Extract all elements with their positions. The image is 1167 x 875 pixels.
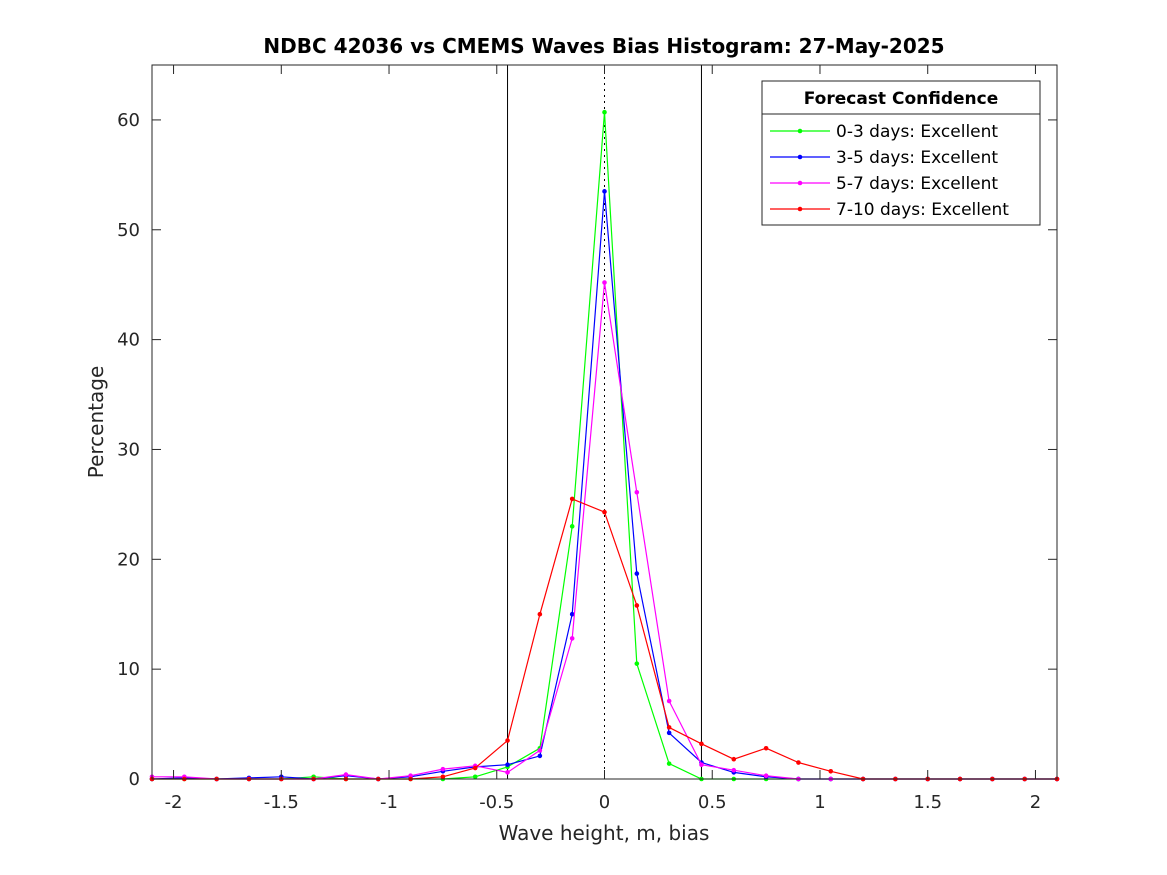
data-point [440,766,446,772]
data-point [634,603,640,608]
y-tick-label: 10 [117,659,140,680]
data-point [699,741,704,747]
x-tick-label: 1 [814,792,825,813]
legend-marker-2 [797,154,803,160]
data-point [569,611,575,617]
data-point [666,698,672,704]
data-point [505,738,510,743]
legend-label-1: 0-3 days: Excellent [836,122,998,142]
data-point [602,189,607,194]
data-point [666,730,672,736]
y-axis-label: Percentage [84,366,108,479]
data-point [440,774,446,780]
data-point [505,770,510,775]
x-tick-label: -2 [165,792,183,813]
data-point [537,748,543,753]
data-point [699,762,704,768]
y-tick-label: 40 [117,330,140,351]
x-tick-label: -1 [380,792,398,813]
legend-marker-3 [797,180,803,186]
data-point [666,761,672,766]
data-point [634,571,640,576]
data-point [408,773,413,779]
data-point [505,762,510,768]
data-point [537,611,543,617]
legend-label-2: 3-5 days: Excellent [836,148,998,168]
data-point [569,524,575,529]
legend-marker-1 [797,128,803,134]
legend-box [761,80,1041,226]
y-tick-label: 30 [117,439,140,460]
data-point [602,280,607,285]
data-point [796,760,801,765]
data-point [472,765,478,771]
legend-label-3: 5-7 days: Excellent [836,174,998,194]
data-point [828,769,834,774]
data-point [634,661,640,666]
data-point [666,725,672,730]
legend-label-4: 7-10 days: Excellent [836,200,1009,220]
data-point [602,509,607,515]
legend: Forecast Confidence 0-3 days: Excellent 3-… [761,80,1041,226]
data-point [569,636,575,641]
data-point [343,772,349,777]
data-point [634,490,640,495]
x-tick-label: 2 [1030,792,1041,813]
y-tick-label: 0 [129,769,140,790]
data-point [763,745,769,751]
vertical-reference-lines [507,65,702,779]
x-tick-label: -0.5 [479,792,514,813]
x-tick-label: -1.5 [264,792,299,813]
x-tick-label: 1.5 [913,792,942,813]
data-point [763,773,769,779]
chart-title: NDBC 42036 vs CMEMS Waves Bias Histogram… [263,34,944,58]
data-point [731,767,737,773]
x-tick-label: 0 [599,792,610,813]
y-tick-label: 20 [117,549,140,570]
y-tick-label: 60 [117,110,140,131]
data-point [569,496,575,502]
x-tick-label: 0.5 [698,792,727,813]
data-point [602,109,607,115]
x-axis-label: Wave height, m, bias [499,821,710,845]
legend-marker-4 [797,206,803,212]
data-point [472,774,478,780]
data-point [731,756,737,762]
legend-title: Forecast Confidence [804,89,999,109]
y-tick-label: 50 [117,220,140,241]
data-point [537,753,543,759]
